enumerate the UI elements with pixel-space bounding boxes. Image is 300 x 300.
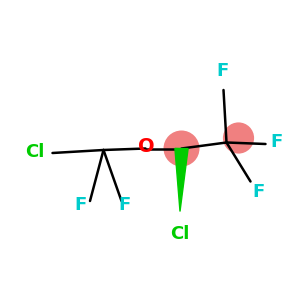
Text: F: F — [253, 183, 265, 201]
Text: F: F — [217, 61, 229, 80]
Polygon shape — [175, 148, 188, 211]
Circle shape — [164, 130, 200, 166]
Text: F: F — [118, 196, 130, 214]
Circle shape — [223, 122, 254, 154]
Text: O: O — [138, 137, 154, 157]
Text: Cl: Cl — [25, 143, 44, 161]
Text: Cl: Cl — [170, 225, 190, 243]
Text: F: F — [75, 196, 87, 214]
Text: F: F — [270, 133, 282, 151]
